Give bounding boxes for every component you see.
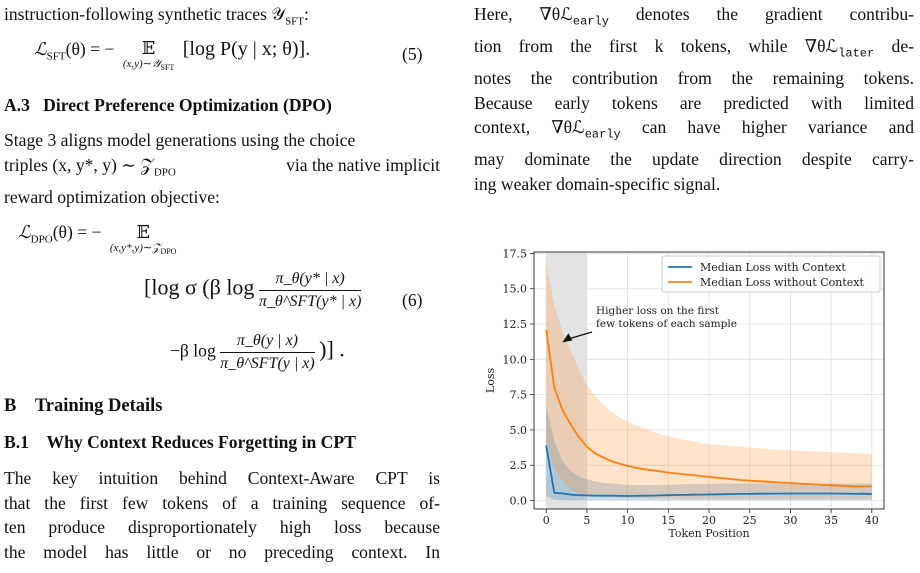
x-axis-label: Token Position bbox=[668, 527, 749, 540]
x-tick-label: 20 bbox=[702, 514, 716, 527]
equation-6-line-2: [log σ (β log π_θ(y* | x) π_θ^SFT(y* | x… bbox=[144, 270, 362, 310]
x-tick-label: 15 bbox=[661, 514, 675, 527]
dpo-paragraph: Stage 3 aligns model generations using t… bbox=[4, 130, 440, 207]
x-tick-label: 10 bbox=[621, 514, 635, 527]
legend-box bbox=[661, 255, 881, 293]
band-with-context bbox=[546, 405, 872, 501]
x-tick-label: 25 bbox=[743, 514, 757, 527]
annotation-arrow-head bbox=[562, 333, 573, 343]
equation-6-number: (6) bbox=[402, 290, 423, 310]
section-heading-b1: B.1 Why Context Reduces Forgetting in CP… bbox=[4, 432, 356, 452]
x-tick-label: 0 bbox=[543, 514, 550, 527]
equation-5: ℒSFT(θ) = − 𝔼 (x,y)∼𝒴SFT [log P(y | x; θ… bbox=[34, 38, 311, 73]
annotation-text: few tokens of each sample bbox=[596, 318, 737, 330]
section-heading-b: B Training Details bbox=[4, 396, 163, 416]
b1-paragraph: The key intuition behind Context-Aware C… bbox=[4, 468, 440, 562]
loss-chart: 0 5 10 15 20 25 30 35 40 0.0 2.5 5.0 7.5 10.0 12.5 15.0… bbox=[484, 247, 885, 540]
y-tick-label: 12.5 bbox=[503, 318, 528, 331]
section-heading-a3: A.3 Direct Preference Optimization (DPO) bbox=[4, 95, 332, 115]
legend-label: Median Loss without Context bbox=[700, 276, 865, 289]
x-tick-label: 30 bbox=[783, 514, 797, 527]
equation-6-line-1: ℒDPO(θ) = − 𝔼 (x,y*,y)∼𝒵DPO bbox=[18, 222, 177, 257]
y-tick-label: 5.0 bbox=[510, 424, 528, 437]
y-tick-label: 17.5 bbox=[503, 247, 528, 260]
y-tick-label: 10.0 bbox=[503, 353, 528, 366]
annotation-arrow-shaft bbox=[570, 331, 593, 339]
gradient-paragraph: Here, ∇θℒearly denotes the gradient cont… bbox=[474, 4, 915, 194]
y-tick-label: 7.5 bbox=[510, 389, 528, 402]
series-line-with-context bbox=[545, 445, 872, 497]
y-axis-label: Loss bbox=[484, 368, 497, 394]
y-tick-label: 2.5 bbox=[510, 459, 528, 472]
x-tick-label: 35 bbox=[824, 514, 838, 527]
annotation-text: Higher loss on the first bbox=[596, 305, 720, 317]
y-tick-label: 0.0 bbox=[510, 495, 528, 508]
band-without-context bbox=[546, 263, 872, 499]
y-tick-label: 15.0 bbox=[503, 283, 528, 296]
x-tick-label: 40 bbox=[865, 514, 879, 527]
legend-label: Median Loss with Context bbox=[700, 261, 846, 274]
equation-6-line-3: −β log π_θ(y | x) π_θ^SFT(y | x) )] . bbox=[170, 332, 345, 372]
series-line-without-context bbox=[545, 329, 872, 488]
equation-5-number: (5) bbox=[402, 44, 423, 64]
intro-line: instruction-following synthetic traces 𝒴… bbox=[4, 4, 309, 28]
x-tick-label: 5 bbox=[583, 514, 590, 527]
